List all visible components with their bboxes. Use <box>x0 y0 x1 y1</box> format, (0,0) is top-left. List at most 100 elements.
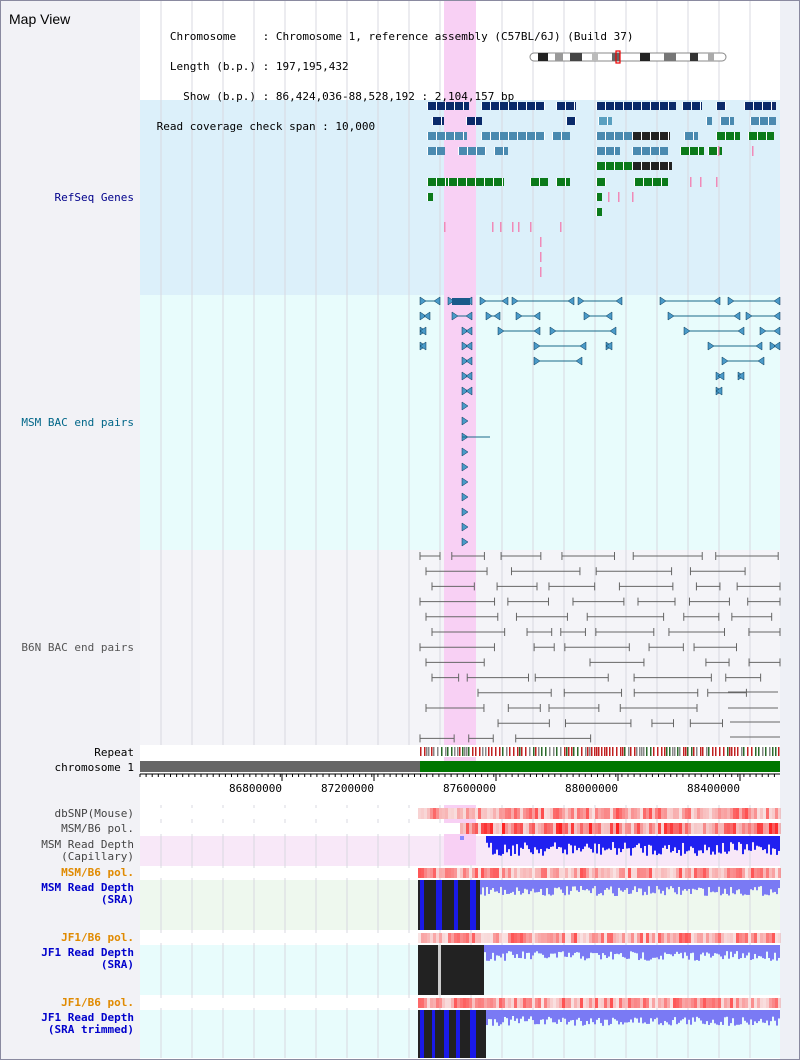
msm-bac-end <box>759 326 767 336</box>
track-label-jf1-depth-trimmed[interactable]: JF1 Read Depth (SRA trimmed) <box>41 1011 134 1036</box>
jf1-depth-sra-bar <box>670 945 672 955</box>
msm-bac-end <box>549 326 557 336</box>
track-label-msm-depth-capillary[interactable]: MSM Read Depth (Capillary) <box>41 838 134 863</box>
msm-pol-strip-cell <box>616 823 619 834</box>
jf1-depth-sra-bar <box>634 945 636 953</box>
jf1-depth-sra-bar <box>474 945 476 995</box>
jf1-depth-trim-bar <box>466 1010 468 1058</box>
track-label-msm-pol[interactable]: MSM/B6 pol. <box>61 822 134 835</box>
dbsnp-strip-cell <box>580 808 583 819</box>
msm-pol-strip-cell <box>460 823 463 834</box>
msm-depth-sra-bar <box>478 880 480 930</box>
msm-pol-strip-cell <box>553 823 556 834</box>
gene-exon-gap <box>535 132 536 140</box>
track-label-refseq-genes[interactable]: RefSeq Genes <box>54 191 134 204</box>
jf1-depth-sra-bar <box>444 945 446 995</box>
jf1-pol-strip-cell <box>685 933 688 943</box>
msm-pol2-strip-cell <box>484 868 487 878</box>
msm-depth-sra-bar <box>676 880 678 895</box>
msm-pol-strip-cell <box>628 823 631 834</box>
repeat-element <box>553 747 555 756</box>
jf1-depth-trim-bar <box>550 1010 552 1019</box>
msm-depth-cap-bar <box>596 836 598 854</box>
track-label-msm-depth-sra[interactable]: MSM Read Depth (SRA) <box>41 881 134 906</box>
jf1-depth-sra-bar <box>768 945 770 959</box>
axis-tick-label: 87600000 <box>443 782 496 795</box>
repeat-element <box>451 747 453 756</box>
gene-exon-gap <box>466 178 467 186</box>
jf1-pol-strip-cell <box>712 933 715 943</box>
msm-depth-sra-bar <box>766 880 768 895</box>
msm-pol-strip-cell <box>709 823 712 834</box>
jf1-depth-trim-bar <box>692 1010 694 1018</box>
jf1-depth-trim-bar <box>498 1010 500 1026</box>
msm-depth-sra-bar <box>480 880 482 895</box>
jf1-depth-sra-bar <box>752 945 754 960</box>
gene-exon-gap <box>768 117 769 125</box>
jf1-depth-sra-bar <box>672 945 674 957</box>
gene-exon-gap <box>575 117 576 125</box>
msm-bac-end <box>461 416 469 426</box>
msm-pol2-strip-cell <box>643 868 646 878</box>
jf1-depth-sra-bar <box>514 945 516 958</box>
msm-depth-sra-bar <box>562 880 564 893</box>
msm-depth-cap-bar <box>558 836 560 847</box>
dbsnp-strip-cell <box>697 808 700 819</box>
jf1-pol-strip-cell <box>619 933 622 943</box>
track-label-jf1-pol[interactable]: JF1/B6 pol. <box>61 931 134 944</box>
track-label-repeat[interactable]: Repeat <box>94 746 134 759</box>
msm-depth-cap-bar <box>654 836 656 851</box>
jf1-pol2-strip-cell <box>547 998 550 1008</box>
jf1-pol-strip-cell <box>484 933 487 943</box>
jf1-depth-trim-bar <box>528 1010 530 1019</box>
jf1-pol-strip-cell <box>676 933 679 943</box>
jf1-depth-trim-bar <box>614 1010 616 1020</box>
highlight-region <box>444 0 476 770</box>
msm-depth-sra-bar <box>690 880 692 894</box>
track-label-b6n-bac[interactable]: B6N BAC end pairs <box>21 641 134 654</box>
repeat-element <box>708 747 710 756</box>
track-label-jf1-pol-2[interactable]: JF1/B6 pol. <box>61 996 134 1009</box>
jf1-pol2-strip-cell <box>682 998 685 1008</box>
jf1-depth-trim-bar <box>768 1010 770 1026</box>
msm-pol2-strip-cell <box>613 868 616 878</box>
jf1-depth-trim-bar <box>676 1010 678 1025</box>
msm-pol2-strip-cell <box>754 868 757 878</box>
jf1-depth-trim-bar <box>452 1010 454 1058</box>
refseq-gene <box>596 102 676 110</box>
dbsnp-strip-cell <box>715 808 718 819</box>
msm-depth-cap-bar <box>722 836 724 843</box>
msm-depth-cap-bar <box>708 836 710 848</box>
msm-pol2-strip-cell <box>721 868 724 878</box>
jf1-depth-sra-bar <box>636 945 638 954</box>
jf1-depth-sra-bar <box>682 945 684 959</box>
msm-pol2-strip-cell <box>676 868 679 878</box>
repeat-element <box>693 747 695 756</box>
track-label-msm-bac[interactable]: MSM BAC end pairs <box>21 416 134 429</box>
jf1-depth-sra-bar <box>750 945 752 960</box>
jf1-depth-trim-bar <box>482 1010 484 1058</box>
ideogram-band <box>640 53 650 61</box>
jf1-pol-strip-cell <box>688 933 691 943</box>
jf1-depth-sra-bar <box>550 945 552 954</box>
gene-exon-gap <box>748 132 749 140</box>
msm-depth-sra-bar <box>636 880 638 892</box>
track-label-dbsnp[interactable]: dbSNP(Mouse) <box>54 807 134 820</box>
msm-depth-sra-bar <box>488 880 490 894</box>
jf1-depth-trim-bar <box>536 1010 538 1025</box>
track-label-msm-pol-2[interactable]: MSM/B6 pol. <box>61 866 134 879</box>
track-label-jf1-depth-sra[interactable]: JF1 Read Depth (SRA) <box>41 946 134 971</box>
msm-bac-end <box>461 462 469 472</box>
msm-depth-cap-bar <box>572 836 574 854</box>
jf1-pol-strip-cell <box>562 933 565 943</box>
msm-pol-strip-cell <box>514 823 517 834</box>
msm-pol2-strip-cell <box>562 868 565 878</box>
jf1-pol2-strip-cell <box>541 998 544 1008</box>
dbsnp-strip-cell <box>712 808 715 819</box>
gene-exon-gap <box>661 178 662 186</box>
jf1-pol2-strip-cell <box>703 998 706 1008</box>
msm-depth-cap-bar <box>512 836 514 846</box>
jf1-pol2-strip-cell <box>514 998 517 1008</box>
dbsnp-strip-cell <box>757 808 760 819</box>
